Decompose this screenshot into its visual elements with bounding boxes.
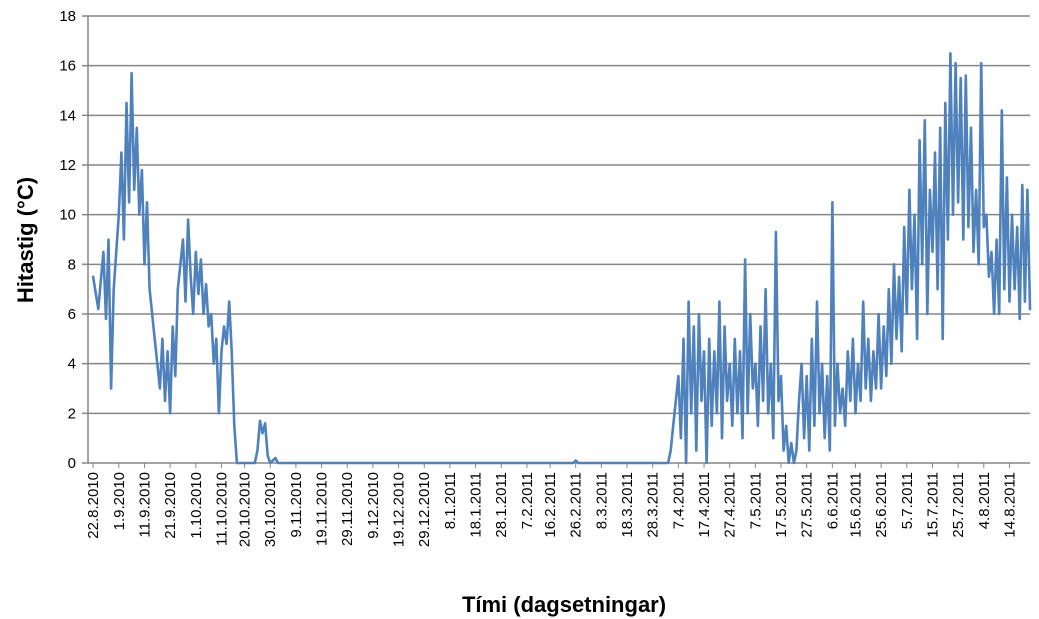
x-tick-label: 18.1.2011 [468, 472, 485, 538]
temperature-series-line [91, 51, 1032, 465]
x-tick-label: 6.6.2011 [824, 472, 841, 529]
x-tick-label: 15.6.2011 [848, 472, 865, 538]
x-tick-label: 8.3.2011 [593, 472, 610, 529]
x-tick-label: 7.5.2011 [747, 472, 764, 529]
x-axis-title: Tími (dagsetningar) [462, 592, 666, 617]
y-tick-label: 2 [68, 405, 76, 422]
y-tick-label: 8 [68, 256, 76, 273]
x-tick-label: 28.1.2011 [493, 472, 510, 538]
x-tick-label: 19.12.2010 [391, 472, 408, 547]
x-axis-ticks: 22.8.2010 1.9.2010 11.9.2010 21.9.2010 1.10.… [85, 463, 1019, 547]
x-tick-label: 5.7.2011 [899, 472, 916, 529]
gridlines [88, 15, 1030, 415]
x-tick-label: 19.11.2010 [314, 472, 331, 546]
x-tick-label: 22.8.2010 [85, 472, 102, 539]
x-tick-label: 7.4.2011 [670, 472, 687, 529]
y-tick-label: 0 [68, 455, 76, 472]
x-tick-label: 16.2.2011 [542, 472, 559, 538]
x-tick-label: 9.12.2010 [365, 472, 382, 539]
y-tick-label: 6 [68, 306, 76, 323]
x-tick-label: 29.12.2010 [416, 472, 433, 547]
y-tick-label: 18 [59, 8, 76, 25]
x-tick-label: 28.3.2011 [645, 472, 662, 538]
x-tick-label: 25.6.2011 [873, 472, 890, 538]
x-tick-label: 11.9.2010 [137, 472, 154, 538]
series-layer [91, 51, 1032, 465]
x-tick-label: 26.2.2011 [568, 472, 585, 538]
y-tick-label: 12 [59, 157, 76, 174]
y-tick-label: 16 [59, 58, 76, 75]
x-tick-label: 11.10.2010 [214, 472, 231, 546]
x-tick-label: 15.7.2011 [925, 472, 942, 538]
x-tick-label: 27.5.2011 [799, 472, 816, 538]
x-tick-label: 14.8.2011 [1002, 472, 1019, 538]
y-tick-label: 4 [68, 356, 76, 373]
x-tick-label: 20.10.2010 [237, 472, 254, 547]
x-tick-label: 18.3.2011 [619, 472, 636, 538]
y-tick-label: 14 [59, 107, 76, 124]
y-axis-ticks: 0 2 4 6 8 10 12 14 16 18 [59, 8, 88, 472]
x-tick-label: 30.10.2010 [262, 472, 279, 547]
x-tick-label: 1.9.2010 [111, 472, 128, 530]
x-tick-label: 7.2.2011 [519, 472, 536, 529]
x-tick-label: 17.5.2011 [773, 472, 790, 538]
x-tick-label: 29.11.2010 [339, 472, 356, 546]
x-tick-label: 21.9.2010 [162, 472, 179, 539]
y-tick-label: 10 [59, 207, 76, 224]
x-tick-label: 8.1.2011 [442, 472, 459, 529]
x-tick-label: 1.10.2010 [188, 472, 205, 539]
x-tick-label: 27.4.2011 [722, 472, 739, 538]
x-tick-label: 4.8.2011 [976, 472, 993, 529]
x-tick-label: 25.7.2011 [950, 472, 967, 538]
x-tick-label: 17.4.2011 [696, 472, 713, 538]
x-tick-label: 9.11.2010 [288, 472, 305, 538]
y-axis-title: Hitastig (°C) [13, 177, 38, 303]
